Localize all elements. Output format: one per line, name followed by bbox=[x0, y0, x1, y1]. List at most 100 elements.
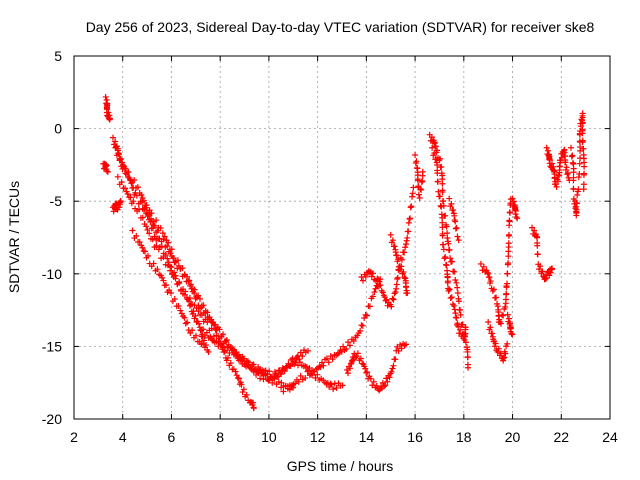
data-point bbox=[509, 195, 516, 202]
data-point bbox=[291, 361, 298, 368]
data-point bbox=[224, 354, 231, 361]
data-point bbox=[159, 274, 166, 281]
data-point bbox=[185, 278, 192, 285]
data-point bbox=[564, 170, 571, 177]
data-point bbox=[280, 388, 287, 395]
y-axis-label: SDTVAR / TECUs bbox=[6, 181, 22, 293]
data-point bbox=[501, 354, 508, 361]
data-point bbox=[580, 186, 587, 193]
data-point bbox=[370, 378, 377, 385]
data-point bbox=[330, 386, 337, 393]
data-point bbox=[372, 285, 379, 292]
data-point bbox=[154, 266, 161, 273]
data-point bbox=[363, 312, 370, 319]
data-point bbox=[444, 278, 451, 285]
data-point bbox=[415, 191, 422, 198]
data-point bbox=[292, 380, 299, 387]
data-point bbox=[442, 253, 449, 260]
data-point bbox=[104, 168, 111, 175]
data-point bbox=[119, 161, 126, 168]
data-point bbox=[502, 303, 509, 310]
series-track-w bbox=[543, 144, 573, 190]
data-point bbox=[397, 266, 404, 273]
data-points bbox=[100, 93, 588, 412]
x-tick-label: 20 bbox=[505, 429, 521, 445]
series-track-v bbox=[529, 224, 556, 283]
data-point bbox=[181, 314, 188, 321]
y-tick-labels: 5 0 -5 -10 -15 -20 bbox=[42, 48, 62, 427]
data-point bbox=[203, 329, 210, 336]
data-point bbox=[389, 237, 396, 244]
data-point bbox=[133, 192, 140, 199]
data-point bbox=[333, 384, 340, 391]
data-point bbox=[153, 217, 160, 224]
data-point bbox=[289, 355, 296, 362]
data-point bbox=[441, 255, 448, 262]
data-point bbox=[181, 271, 188, 278]
y-tick-label: -5 bbox=[50, 193, 63, 209]
data-point bbox=[205, 348, 212, 355]
data-point bbox=[401, 274, 408, 281]
data-point bbox=[413, 158, 420, 165]
data-point bbox=[270, 374, 277, 381]
data-point bbox=[403, 241, 410, 248]
data-point bbox=[454, 320, 461, 327]
data-point bbox=[454, 284, 461, 291]
data-point bbox=[434, 178, 441, 185]
data-point bbox=[409, 190, 416, 197]
data-point bbox=[382, 297, 389, 304]
data-point bbox=[450, 207, 457, 213]
data-point bbox=[384, 302, 391, 309]
grid-lines bbox=[74, 56, 610, 419]
data-point bbox=[201, 337, 208, 344]
data-point bbox=[408, 203, 415, 210]
data-point bbox=[238, 381, 245, 388]
y-tick-label: -20 bbox=[42, 411, 62, 427]
data-point bbox=[188, 285, 195, 292]
data-point bbox=[346, 342, 353, 349]
data-point bbox=[503, 290, 510, 297]
data-point bbox=[195, 320, 202, 327]
data-point bbox=[304, 368, 311, 375]
data-point bbox=[487, 278, 494, 285]
data-point bbox=[360, 277, 367, 284]
data-point bbox=[416, 194, 423, 201]
data-point bbox=[191, 290, 198, 297]
data-point bbox=[143, 223, 150, 230]
data-point bbox=[314, 371, 321, 378]
data-point bbox=[269, 379, 276, 386]
data-point bbox=[160, 236, 167, 243]
data-point bbox=[136, 206, 143, 213]
data-point bbox=[391, 243, 398, 250]
data-point bbox=[284, 385, 291, 392]
data-point bbox=[125, 169, 132, 176]
y-tick-label: 5 bbox=[54, 48, 62, 64]
data-point bbox=[448, 200, 455, 207]
data-point bbox=[380, 383, 387, 390]
data-point bbox=[464, 364, 471, 371]
data-point bbox=[323, 355, 330, 362]
data-point bbox=[438, 203, 445, 210]
data-point bbox=[164, 242, 171, 249]
data-point bbox=[144, 252, 151, 259]
data-point bbox=[160, 277, 167, 284]
data-point bbox=[492, 340, 499, 347]
data-point bbox=[531, 227, 538, 234]
data-point bbox=[573, 200, 580, 207]
data-point bbox=[172, 258, 179, 265]
data-point bbox=[449, 258, 456, 265]
data-point bbox=[438, 163, 445, 170]
data-point bbox=[196, 324, 203, 331]
data-point bbox=[278, 384, 285, 391]
series-track-k bbox=[343, 340, 410, 394]
data-point bbox=[366, 303, 373, 310]
data-point bbox=[345, 339, 352, 346]
data-point bbox=[455, 298, 462, 305]
data-point bbox=[317, 364, 324, 371]
data-point bbox=[255, 370, 262, 377]
data-point bbox=[393, 281, 400, 288]
data-point bbox=[562, 166, 569, 173]
data-point bbox=[445, 240, 452, 247]
data-point bbox=[198, 302, 205, 309]
x-tick-label: 14 bbox=[359, 429, 375, 445]
